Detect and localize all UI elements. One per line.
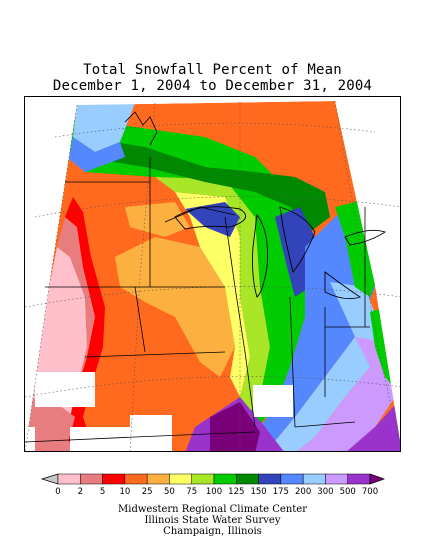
- zone-lavender-east: [297, 337, 395, 451]
- zone-skyblue-east: [266, 282, 380, 451]
- legend-arrow-low: [40, 473, 59, 485]
- legend-tick-label: 75: [186, 487, 197, 497]
- zone-darkpurple-south: [210, 402, 260, 451]
- legend-swatch: [302, 473, 326, 485]
- credit-line3: Champaign, Illinois: [163, 526, 262, 537]
- legend-swatch: [213, 473, 237, 485]
- legend-tick-label: 50: [164, 487, 175, 497]
- credit-line1: Midwestern Regional Climate Center: [118, 504, 307, 515]
- zone-lightblue-north: [73, 103, 135, 152]
- zone-gold-center: [115, 237, 235, 377]
- snowfall-map-svg: [25, 97, 400, 451]
- legend-swatch: [325, 473, 348, 485]
- legend-swatch: [280, 473, 304, 485]
- map-title-line1: Total Snowfall Percent of Mean: [83, 62, 342, 78]
- outside-right: [335, 97, 400, 441]
- zone-yellow-band: [175, 192, 250, 397]
- legend-swatch: [80, 473, 103, 485]
- zone-lightblue-east: [241, 207, 375, 451]
- legend-tick-label: 0: [55, 487, 60, 497]
- missing-data-block: [25, 427, 35, 451]
- legend-swatch: [169, 473, 192, 485]
- legend-swatch: [124, 473, 148, 485]
- hudson-coast: [124, 111, 158, 146]
- missing-data-block: [253, 385, 293, 417]
- zone-purple-east: [347, 399, 400, 451]
- outside-top: [25, 97, 400, 105]
- legend-swatch: [347, 473, 371, 485]
- zone-salmon-west: [57, 217, 95, 451]
- legend-tick-label: 125: [228, 487, 244, 497]
- snowfall-map: [24, 96, 401, 452]
- legend-swatch: [236, 473, 259, 485]
- legend-swatch: [102, 473, 126, 485]
- zone-lightgreen-band: [155, 177, 270, 427]
- state-boundaries: [25, 157, 370, 443]
- zone-blue-north: [69, 137, 125, 172]
- great-lakes: [174, 206, 387, 300]
- legend-tick-label: 100: [206, 487, 222, 497]
- missing-data-block: [35, 372, 95, 407]
- missing-data-block: [70, 427, 130, 451]
- legend-tick-label: 10: [119, 487, 130, 497]
- zone-gold-north: [125, 202, 190, 237]
- zone-darkgreen-north: [85, 137, 330, 232]
- legend-swatch: [146, 473, 170, 485]
- credit-line2: Illinois State Water Survey: [144, 515, 281, 526]
- legend-tick-label: 2: [78, 487, 83, 497]
- legend-tick-label: 500: [340, 487, 356, 497]
- legend-svg: 0 2 5 10 25 50 75 100 125 150 175 200 300 500 700: [40, 473, 386, 497]
- legend-tick-label: 5: [100, 487, 105, 497]
- legend-swatch: [191, 473, 215, 485]
- zone-red-sw: [25, 397, 75, 451]
- map-title-line2: December 1, 2004 to December 31, 2004: [52, 78, 373, 94]
- legend-swatch: [258, 473, 282, 485]
- legend-tick-label: 150: [250, 487, 266, 497]
- legend-tick-label: 175: [273, 487, 289, 497]
- legend-swatch: [57, 473, 81, 485]
- missing-data-block: [130, 415, 172, 451]
- legend-arrow-high: [369, 473, 386, 485]
- zone-green-band: [65, 117, 305, 451]
- legend-tick-label: 700: [362, 487, 378, 497]
- legend-tick-label: 25: [142, 487, 153, 497]
- legend-tick-label: 300: [317, 487, 333, 497]
- color-legend: 0 2 5 10 25 50 75 100 125 150 175 200 300 500 700: [0, 470, 425, 500]
- legend-tick-label: 200: [295, 487, 311, 497]
